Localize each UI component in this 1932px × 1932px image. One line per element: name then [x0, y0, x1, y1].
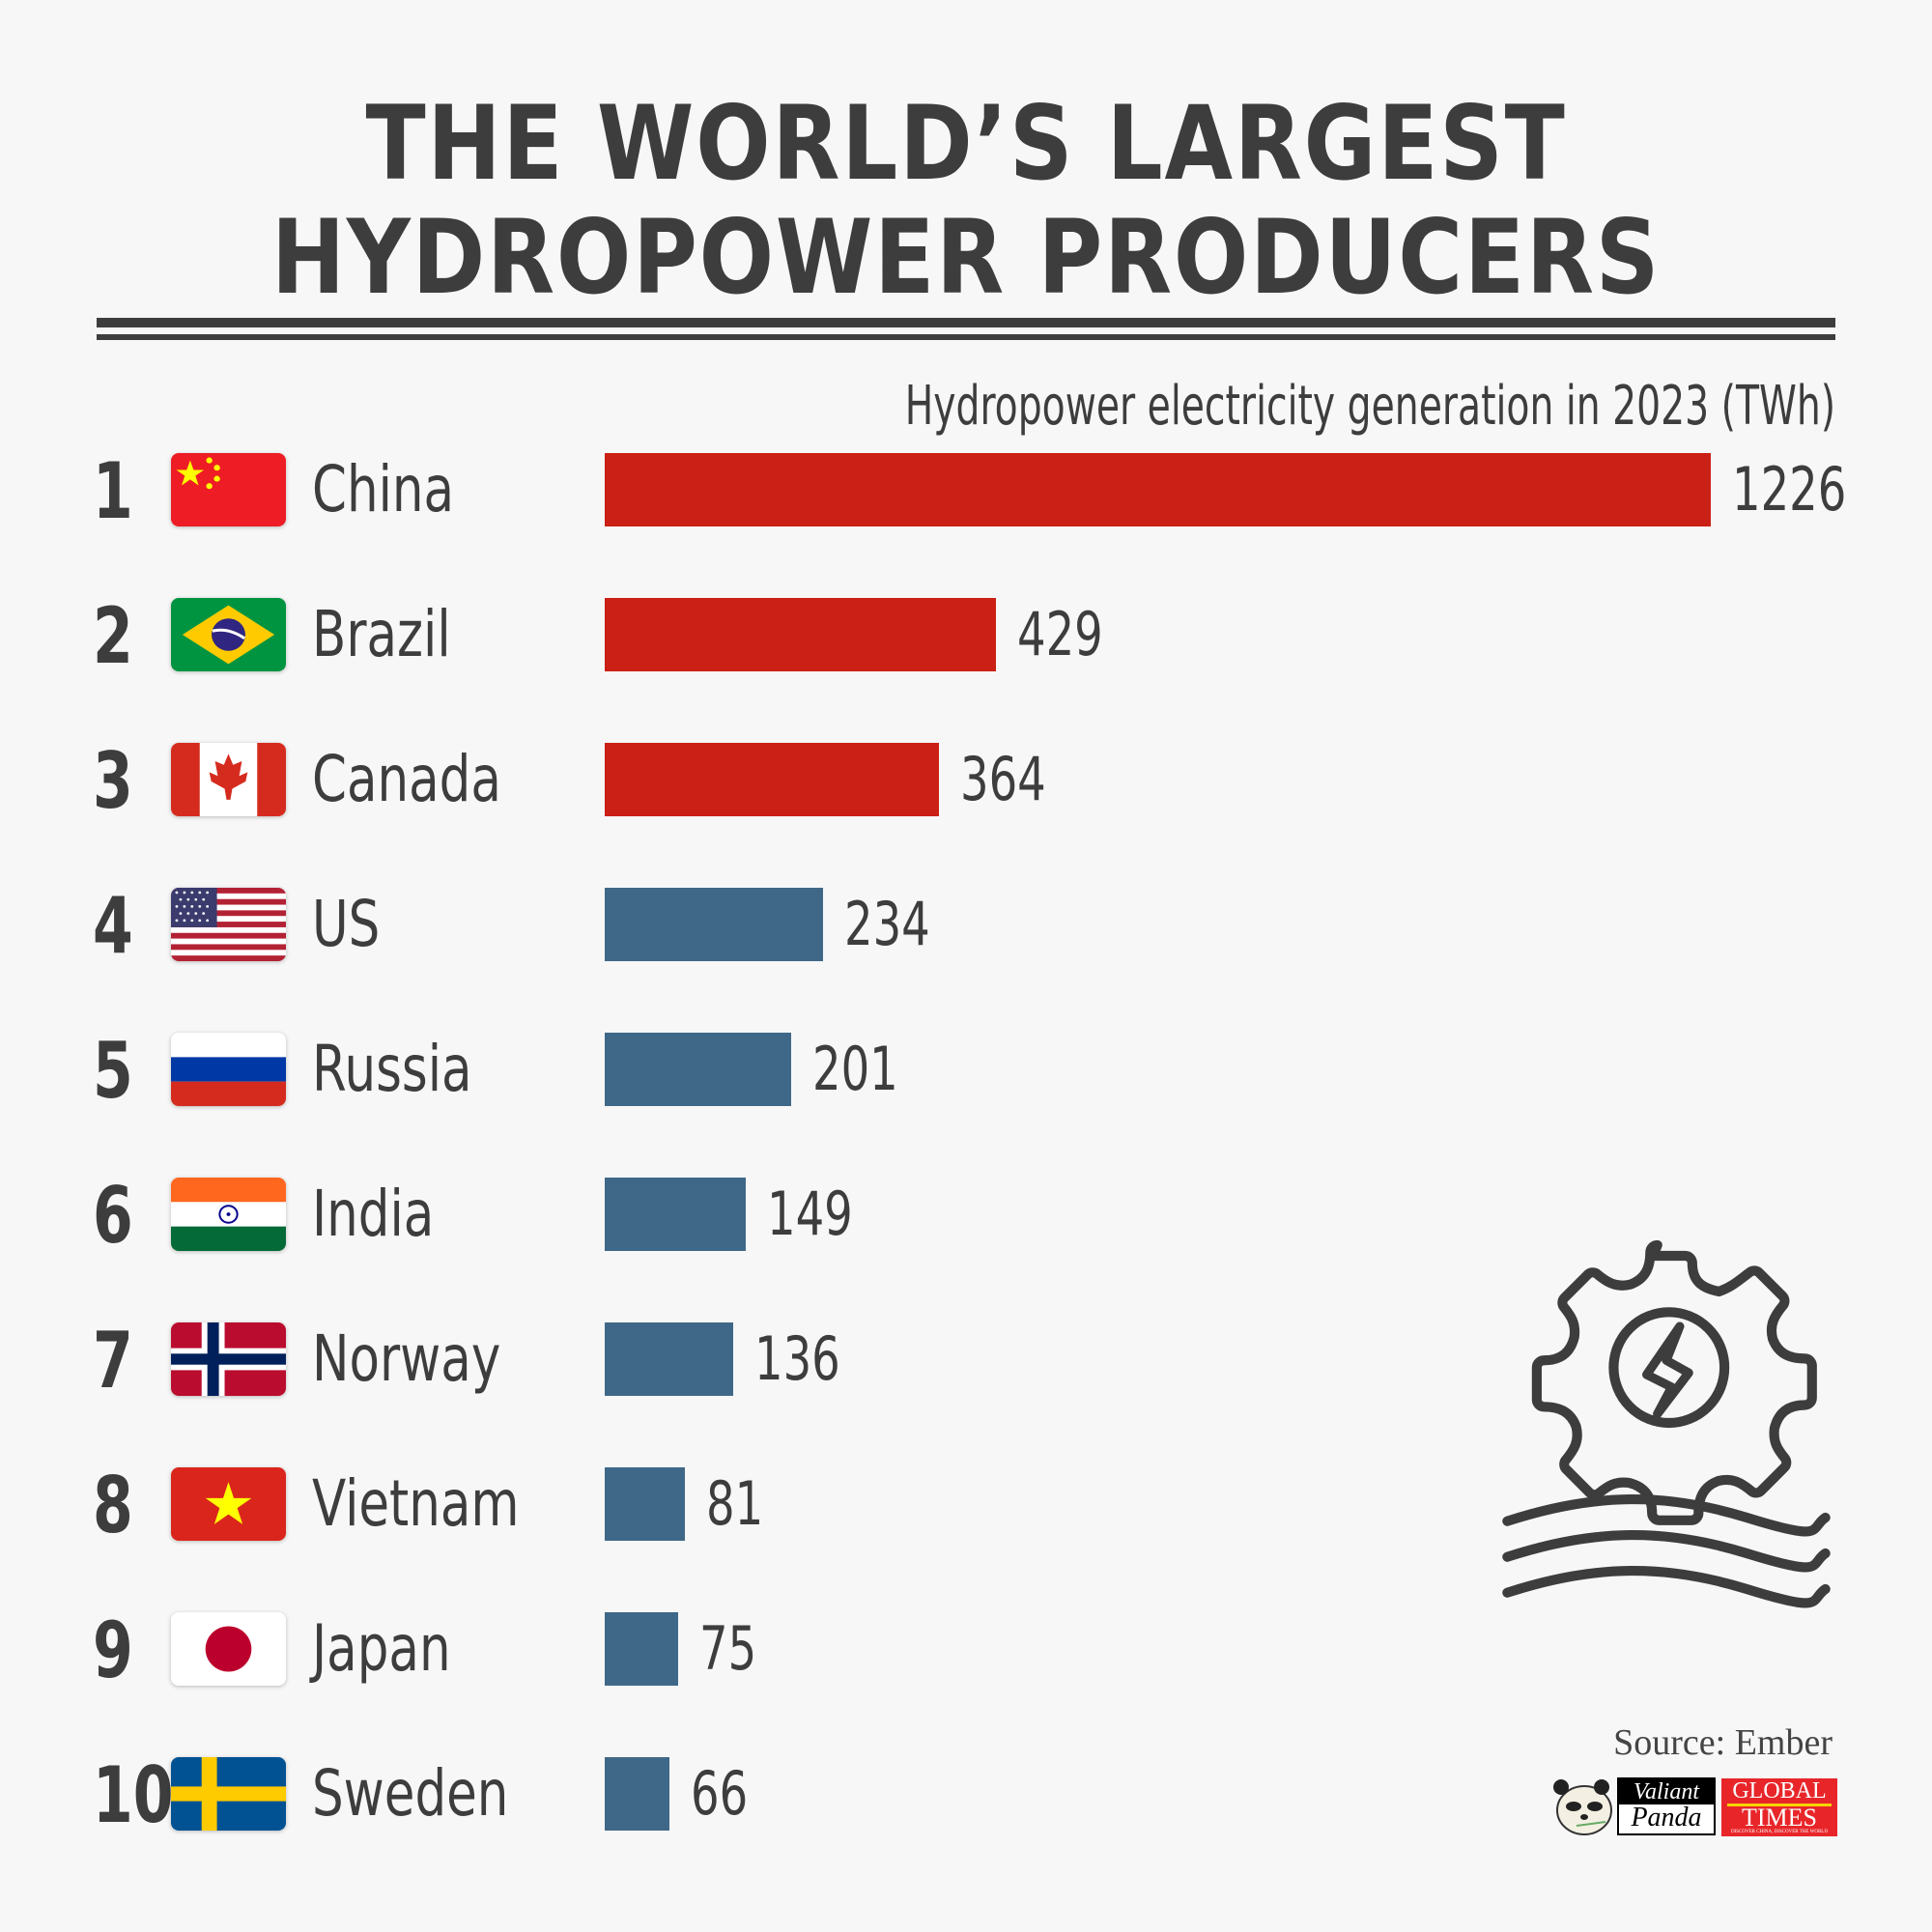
- country-name: Norway: [312, 1321, 501, 1396]
- publisher-logos: Valiant Panda GLOBAL TIMES DISCOVER CHIN…: [1548, 1774, 1837, 1837]
- brazil-flag-icon: [171, 598, 286, 671]
- rank-number: 9: [93, 1605, 133, 1695]
- panda-mascot-icon: [1553, 1779, 1612, 1835]
- value-label: 234: [844, 889, 930, 959]
- value-bar: [605, 1322, 733, 1396]
- india-flag-icon: [171, 1178, 286, 1251]
- country-name: Vietnam: [312, 1466, 520, 1541]
- rank-number: 6: [93, 1171, 133, 1261]
- valiant-panda-top: Valiant: [1619, 1779, 1714, 1804]
- title-line-1: THE WORLD’S LARGEST: [365, 84, 1567, 203]
- rank-number: 2: [93, 591, 133, 681]
- country-name: Brazil: [312, 597, 451, 671]
- rank-number: 1: [93, 446, 133, 536]
- value-bar: [605, 1467, 685, 1541]
- value-label: 149: [767, 1179, 853, 1249]
- value-label: 201: [812, 1034, 898, 1104]
- country-name: US: [312, 887, 381, 961]
- rank-number: 5: [93, 1026, 133, 1116]
- chart-row-japan: 9 Japan 75: [0, 1605, 1932, 1695]
- title-divider-thick: [97, 318, 1835, 327]
- global-times-bottom: TIMES: [1727, 1804, 1832, 1831]
- value-bar: [605, 1757, 669, 1831]
- rank-number: 10: [93, 1750, 174, 1840]
- rank-number: 7: [93, 1316, 133, 1406]
- country-name: Russia: [312, 1032, 472, 1106]
- canada-flag-icon: [171, 743, 286, 816]
- value-bar: [605, 598, 996, 671]
- russia-flag-icon: [171, 1033, 286, 1106]
- vietnam-flag-icon: [171, 1467, 286, 1541]
- sweden-flag-icon: [171, 1757, 286, 1831]
- rank-number: 8: [93, 1461, 133, 1550]
- value-label: 75: [699, 1613, 757, 1684]
- china-flag-icon: [171, 453, 286, 526]
- title-line-2: HYDROPOWER PRODUCERS: [270, 198, 1662, 317]
- value-bar: [605, 1033, 791, 1106]
- source-note: Source: Ember: [1613, 1722, 1833, 1763]
- us-flag-icon: [171, 888, 286, 961]
- valiant-panda-bottom: Panda: [1631, 1803, 1702, 1833]
- chart-row-china: 1 China 1226: [0, 446, 1932, 536]
- rank-number: 4: [93, 881, 133, 971]
- chart-row-india: 6 India 149: [0, 1171, 1932, 1261]
- value-label: 429: [1017, 599, 1103, 669]
- chart-row-vietnam: 8 Vietnam 81: [0, 1461, 1932, 1550]
- value-bar: [605, 743, 939, 816]
- chart-subtitle: Hydropower electricity generation in 202…: [904, 375, 1835, 438]
- value-label: 66: [691, 1758, 749, 1829]
- title-divider-thin: [97, 334, 1835, 340]
- chart-row-canada: 3 Canada 364: [0, 736, 1932, 826]
- valiant-panda-logo: Valiant Panda: [1617, 1777, 1716, 1835]
- rank-number: 3: [93, 736, 133, 826]
- country-name: Canada: [312, 742, 501, 816]
- value-bar: [605, 888, 823, 961]
- global-times-logo: GLOBAL TIMES DISCOVER CHINA, DISCOVER TH…: [1721, 1778, 1837, 1836]
- hydropower-gear-icon: [1502, 1239, 1831, 1608]
- japan-flag-icon: [171, 1612, 286, 1686]
- value-label: 81: [706, 1468, 764, 1539]
- global-times-top: GLOBAL: [1732, 1778, 1827, 1804]
- value-label: 1226: [1732, 454, 1847, 525]
- chart-row-brazil: 2 Brazil 429: [0, 591, 1932, 681]
- country-name: India: [312, 1177, 435, 1251]
- chart-row-norway: 7 Norway 136: [0, 1316, 1932, 1406]
- country-name: China: [312, 452, 455, 526]
- global-times-tagline: DISCOVER CHINA, DISCOVER THE WORLD: [1731, 1830, 1828, 1834]
- value-label: 364: [960, 744, 1046, 814]
- value-bar: [605, 453, 1711, 526]
- value-bar: [605, 1612, 678, 1686]
- value-bar: [605, 1178, 746, 1251]
- country-name: Japan: [312, 1611, 451, 1686]
- norway-flag-icon: [171, 1322, 286, 1396]
- chart-row-us: 4 US 234: [0, 881, 1932, 971]
- value-label: 136: [754, 1323, 840, 1394]
- country-name: Sweden: [312, 1756, 509, 1831]
- chart-row-sweden: 10 Sweden 66: [0, 1750, 1932, 1840]
- chart-row-russia: 5 Russia 201: [0, 1026, 1932, 1116]
